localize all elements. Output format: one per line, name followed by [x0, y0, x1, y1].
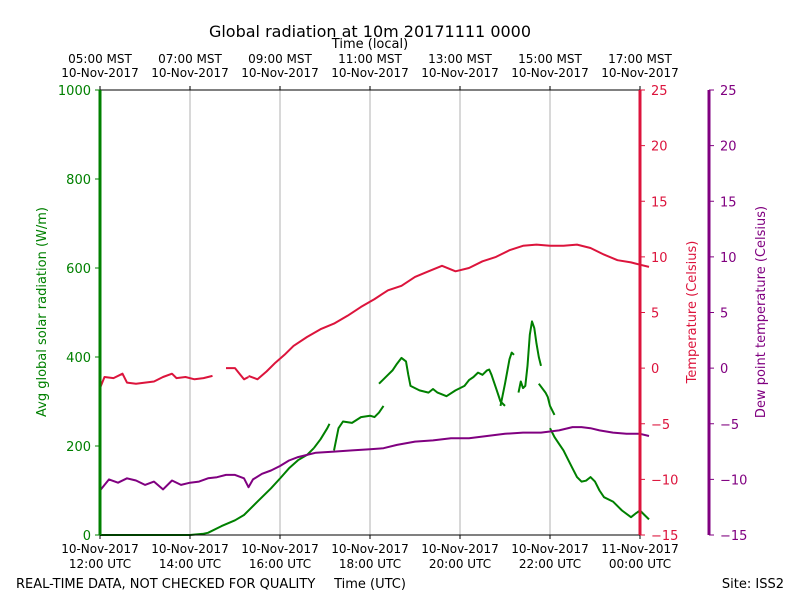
far-right-axis-tick-label: 25: [720, 84, 737, 99]
left-axis-tick-label: 200: [66, 440, 91, 455]
left-axis-tick-label: 0: [83, 529, 91, 544]
right-axis-tick-label: −15: [651, 529, 678, 544]
top-tick-label-date: 10-Nov-2017: [601, 66, 679, 80]
radiation-line: [517, 320, 542, 393]
radiation-line: [549, 427, 650, 521]
far-right-axis-tick-label: −10: [720, 473, 747, 488]
grid-lines: [189, 90, 551, 535]
top-tick-label-date: 10-Nov-2017: [331, 66, 409, 80]
x-axis-label: Time (UTC): [333, 577, 406, 592]
x-tick-label-date: 11-Nov-2017: [601, 542, 679, 556]
top-tick-label-time: 13:00 MST: [428, 52, 492, 66]
far-right-axis-tick-label: 0: [720, 362, 728, 377]
temperature-line: [248, 243, 650, 381]
x-tick-label-date: 10-Nov-2017: [511, 542, 589, 556]
right-axis-tick-label: 0: [651, 362, 659, 377]
right-axis-tick-label: 10: [651, 251, 668, 266]
top-tick-label-date: 10-Nov-2017: [241, 66, 319, 80]
left-axis-label: Avg global solar radiation (W/m): [35, 207, 50, 417]
x-tick-label-time: 00:00 UTC: [609, 557, 671, 571]
x-tick-label-time: 20:00 UTC: [429, 557, 491, 571]
left-axis-tick-label: 800: [66, 173, 91, 188]
right-axis-tick-label: −10: [651, 473, 678, 488]
x-tick-label-date: 10-Nov-2017: [421, 542, 499, 556]
right-axis-tick-label: 20: [651, 140, 668, 155]
right-axis-tick-label: 5: [651, 307, 659, 322]
x-tick-label-time: 12:00 UTC: [69, 557, 131, 571]
x-tick-label-time: 14:00 UTC: [159, 557, 221, 571]
top-tick-label-date: 10-Nov-2017: [61, 66, 139, 80]
right-axis-tick-label: −5: [651, 418, 670, 433]
site-label: Site: ISS2: [722, 577, 784, 592]
quality-notice: REAL-TIME DATA, NOT CHECKED FOR QUALITY: [16, 577, 315, 592]
top-tick-label-time: 09:00 MST: [248, 52, 312, 66]
x-tick-label-date: 10-Nov-2017: [241, 542, 319, 556]
far-right-axis-label: Dew point temperature (Celsius): [754, 206, 769, 418]
far-right-axis-tick-label: 10: [720, 251, 737, 266]
radiation-line: [499, 351, 515, 407]
radiation-line: [313, 423, 331, 449]
right-axis-tick-label: 15: [651, 195, 668, 210]
top-axis-label: Time (local): [331, 37, 408, 52]
left-axis-tick-label: 600: [66, 262, 91, 277]
far-right-axis-tick-label: −15: [720, 529, 747, 544]
top-tick-label-date: 10-Nov-2017: [511, 66, 589, 80]
top-tick-label-date: 10-Nov-2017: [151, 66, 229, 80]
top-tick-label-time: 11:00 MST: [338, 52, 402, 66]
top-tick-label-time: 07:00 MST: [158, 52, 222, 66]
left-axis-tick-label: 1000: [58, 84, 91, 99]
series-layer: [99, 243, 650, 536]
far-right-axis-tick-label: −5: [720, 418, 739, 433]
radiation-line: [333, 405, 385, 451]
top-tick-label-time: 05:00 MST: [68, 52, 132, 66]
radiation-line: [538, 383, 556, 416]
dewpoint-line: [99, 426, 650, 492]
top-tick-label-date: 10-Nov-2017: [421, 66, 499, 80]
far-right-axis-tick-label: 15: [720, 195, 737, 210]
right-axis-tick-label: 25: [651, 84, 668, 99]
x-tick-label-date: 10-Nov-2017: [61, 542, 139, 556]
temperature-line: [99, 372, 213, 389]
x-tick-label-time: 18:00 UTC: [339, 557, 401, 571]
right-axis-label: Temperature (Celsius): [685, 241, 700, 385]
x-tick-label-time: 16:00 UTC: [249, 557, 311, 571]
far-right-axis-tick-label: 5: [720, 307, 728, 322]
radiation-line: [100, 447, 315, 536]
far-right-axis-tick-label: 20: [720, 140, 737, 155]
radiation-line: [378, 356, 506, 407]
left-axis-tick-label: 400: [66, 351, 91, 366]
top-tick-label-time: 17:00 MST: [608, 52, 672, 66]
chart-title: Global radiation at 10m 20171111 0000: [209, 22, 531, 41]
x-tick-label-time: 22:00 UTC: [519, 557, 581, 571]
top-tick-label-time: 15:00 MST: [518, 52, 582, 66]
x-tick-label-date: 10-Nov-2017: [331, 542, 409, 556]
x-tick-label-date: 10-Nov-2017: [151, 542, 229, 556]
temperature-line: [226, 367, 249, 381]
